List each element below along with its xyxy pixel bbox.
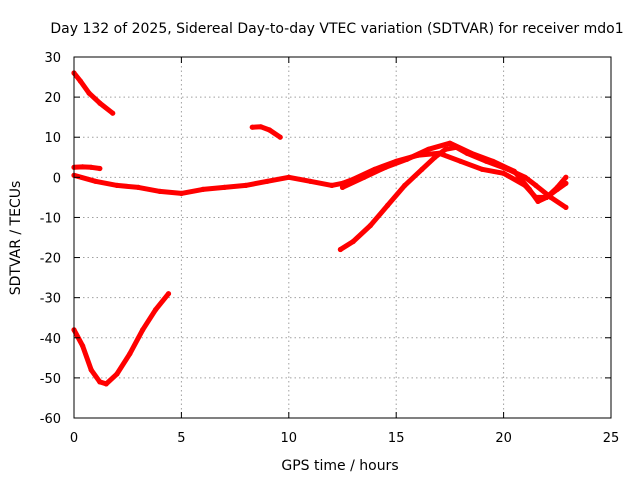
y-tick-label: -50 [40,372,61,387]
data-point [221,184,227,190]
data-point [200,186,206,192]
data-point [404,156,410,162]
data-point [505,166,511,172]
data-point [77,78,83,84]
data-point [479,166,485,172]
x-tick-label: 5 [177,431,185,446]
data-point [329,182,335,188]
data-point [402,182,408,188]
data-point [264,178,270,184]
y-tick-label: 20 [44,91,61,106]
data-point [153,307,159,313]
data-point [286,174,292,180]
series-arc-secondary-band [340,140,569,204]
data-point [350,238,356,245]
y-tick-label: -10 [40,211,61,226]
data-point [337,246,343,253]
data-point [548,194,554,200]
data-point [80,343,86,349]
data-point [367,222,373,229]
y-tick-label: 30 [44,51,61,66]
data-point [114,371,120,377]
data-point [443,146,449,152]
y-tick-label: -30 [40,292,61,307]
chart-title: Day 132 of 2025, Sidereal Day-to-day VTE… [50,21,623,37]
x-tick-label: 25 [603,431,620,446]
x-axis-label: GPS time / hours [281,458,398,474]
data-point [533,182,539,188]
x-tick-label: 0 [70,431,78,446]
data-point [307,178,313,184]
data-point [563,174,569,180]
data-point [140,327,146,333]
data-point [266,127,273,133]
data-point [178,190,184,196]
grid-layer [74,57,611,418]
series-arc-short-upper [249,124,283,140]
data-point [114,182,120,188]
series-arc-near-zero-start [71,164,103,171]
data-point [522,174,528,180]
data-point [526,186,533,192]
x-tick-label: 20 [495,431,512,446]
data-point [464,150,470,156]
ticks-layer: 0 5 10 15 20 25 -60 -50 -40 -30 -20 -10 0 10 20 30 [40,51,620,446]
data-point [361,174,367,180]
y-tick-label: -20 [40,252,61,267]
data-point [563,180,569,186]
data-point [385,202,391,208]
data-point [382,164,389,170]
data-point [277,134,283,140]
data-point [97,379,103,385]
series-layer [71,70,569,387]
series-arc-deep-dip [71,291,171,387]
series-arc-rising-band [337,144,569,252]
data-point [80,164,86,170]
plot-frame [73,56,612,419]
data-point [88,367,94,373]
data-point [258,124,264,130]
data-point [419,166,425,172]
y-tick-label: -40 [40,332,61,347]
x-tick-label: 15 [388,431,405,446]
data-point [243,182,249,188]
data-point [110,110,116,116]
data-point [97,165,103,172]
data-point [425,146,431,152]
data-point [103,381,109,387]
data-point [535,198,541,204]
data-point [88,164,94,170]
data-point [135,184,141,190]
data-point [165,291,172,297]
y-tick-label: -60 [40,412,61,427]
data-point [447,140,453,146]
data-point [432,154,438,160]
data-point [97,100,103,106]
y-tick-label: 10 [44,131,61,146]
data-point [563,204,569,210]
data-point [92,178,99,184]
x-tick-label: 10 [281,431,298,446]
data-point [458,158,464,164]
data-point [86,90,92,96]
y-tick-label: 0 [53,171,61,186]
data-point [157,188,163,194]
data-point [554,186,560,192]
data-point [483,158,489,164]
data-point [127,351,133,357]
data-point [453,144,459,150]
data-point [501,170,507,176]
data-point [249,124,255,130]
y-axis-label: SDTVAR / TECUs [8,181,24,296]
data-point [339,184,346,190]
